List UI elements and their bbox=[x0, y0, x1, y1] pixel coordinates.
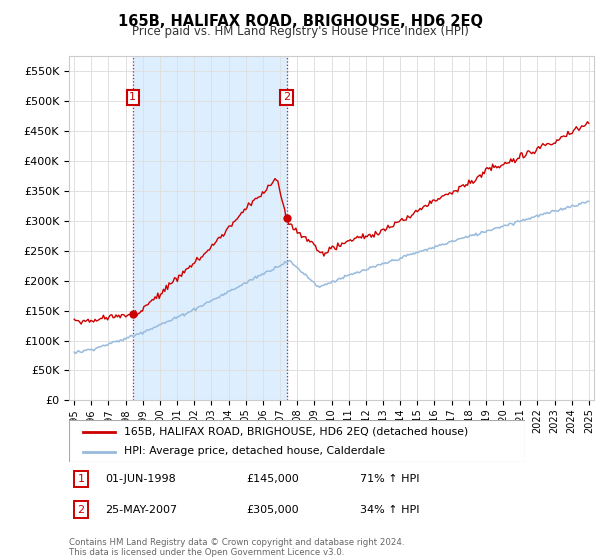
Text: 25-MAY-2007: 25-MAY-2007 bbox=[105, 505, 177, 515]
Text: 1: 1 bbox=[130, 92, 136, 102]
FancyBboxPatch shape bbox=[69, 420, 525, 462]
Text: 34% ↑ HPI: 34% ↑ HPI bbox=[360, 505, 419, 515]
Text: 01-JUN-1998: 01-JUN-1998 bbox=[105, 474, 176, 484]
Text: 165B, HALIFAX ROAD, BRIGHOUSE, HD6 2EQ (detached house): 165B, HALIFAX ROAD, BRIGHOUSE, HD6 2EQ (… bbox=[124, 427, 468, 437]
Text: 2: 2 bbox=[77, 505, 85, 515]
Text: 2: 2 bbox=[283, 92, 290, 102]
Text: 1: 1 bbox=[77, 474, 85, 484]
Text: HPI: Average price, detached house, Calderdale: HPI: Average price, detached house, Cald… bbox=[124, 446, 385, 456]
Bar bbox=[133, 56, 287, 400]
Text: Contains HM Land Registry data © Crown copyright and database right 2024.
This d: Contains HM Land Registry data © Crown c… bbox=[69, 538, 404, 557]
Text: 71% ↑ HPI: 71% ↑ HPI bbox=[360, 474, 419, 484]
Text: £145,000: £145,000 bbox=[246, 474, 299, 484]
Text: Price paid vs. HM Land Registry's House Price Index (HPI): Price paid vs. HM Land Registry's House … bbox=[131, 25, 469, 38]
Text: 165B, HALIFAX ROAD, BRIGHOUSE, HD6 2EQ: 165B, HALIFAX ROAD, BRIGHOUSE, HD6 2EQ bbox=[118, 14, 482, 29]
Text: £305,000: £305,000 bbox=[246, 505, 299, 515]
